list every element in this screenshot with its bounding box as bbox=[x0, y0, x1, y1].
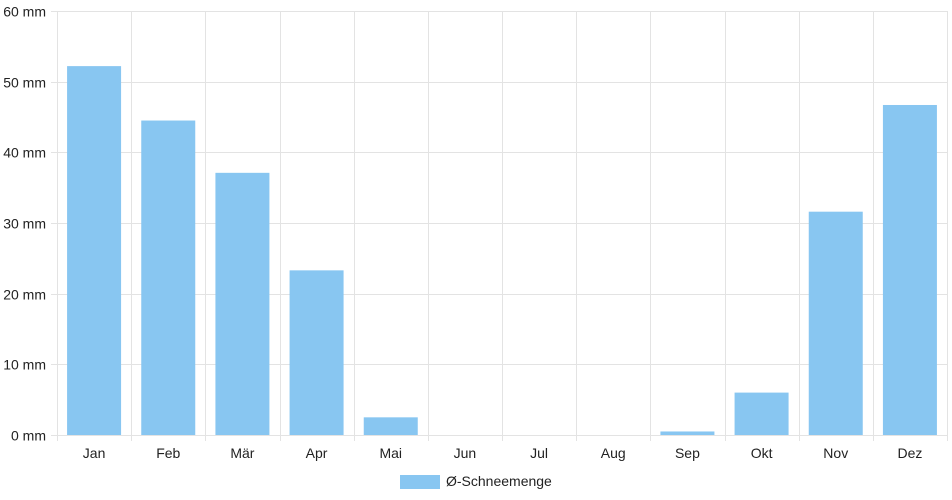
bar-okt[interactable] bbox=[734, 392, 789, 435]
x-tick-label: Okt bbox=[751, 445, 773, 461]
bar-sep[interactable] bbox=[660, 431, 715, 435]
bars bbox=[67, 66, 937, 436]
x-tick-label: Jan bbox=[83, 445, 106, 461]
y-tick-label: 30 mm bbox=[3, 216, 46, 232]
legend-item[interactable]: Ø-Schneemenge bbox=[400, 473, 552, 489]
y-tick-label: 60 mm bbox=[3, 4, 46, 20]
legend-swatch bbox=[400, 475, 440, 489]
axes: 0 mm 10 mm 20 mm 30 mm 40 mm 50 mm 60 mm Jan Feb… bbox=[3, 4, 922, 462]
y-tick-label: 40 mm bbox=[3, 145, 46, 161]
x-tick-label: Aug bbox=[601, 445, 626, 461]
bar-mai[interactable] bbox=[363, 417, 418, 435]
x-tick-label: Apr bbox=[306, 445, 328, 461]
x-tick-label: Mai bbox=[379, 445, 402, 461]
y-tick-label: 50 mm bbox=[3, 75, 46, 91]
bar-mär[interactable] bbox=[215, 172, 270, 435]
x-tick-label: Sep bbox=[675, 445, 700, 461]
x-tick-label: Feb bbox=[156, 445, 180, 461]
y-tick-label: 0 mm bbox=[11, 428, 46, 444]
bar-nov[interactable] bbox=[808, 211, 863, 435]
bar-jan[interactable] bbox=[67, 66, 122, 436]
x-tick-label: Jun bbox=[454, 445, 477, 461]
grid bbox=[51, 11, 948, 441]
bar-feb[interactable] bbox=[141, 120, 196, 435]
bar-apr[interactable] bbox=[289, 270, 344, 435]
legend-label: Ø-Schneemenge bbox=[446, 473, 552, 489]
x-tick-label: Nov bbox=[823, 445, 848, 461]
x-tick-label: Dez bbox=[897, 445, 922, 461]
legend[interactable]: Ø-Schneemenge bbox=[400, 473, 552, 489]
bar-dez[interactable] bbox=[882, 104, 937, 436]
x-tick-label: Mär bbox=[230, 445, 254, 461]
x-tick-label: Jul bbox=[530, 445, 548, 461]
y-tick-label: 10 mm bbox=[3, 357, 46, 373]
y-tick-label: 20 mm bbox=[3, 287, 46, 303]
